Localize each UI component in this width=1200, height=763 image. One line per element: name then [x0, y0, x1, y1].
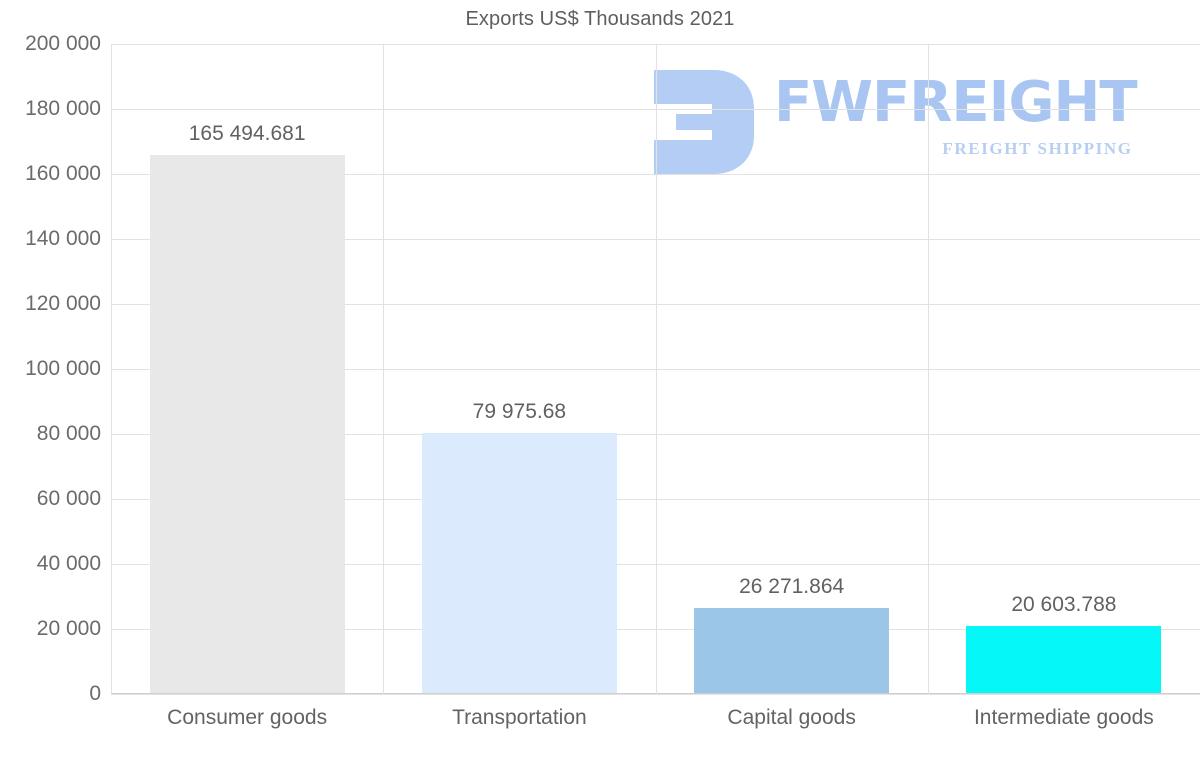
y-axis-tick-label: 80 000	[36, 422, 101, 445]
gridline-horizontal	[111, 369, 1200, 370]
gridline-horizontal	[111, 694, 1200, 695]
y-axis-tick-label: 140 000	[25, 227, 101, 250]
x-axis-tick-label: Transportation	[452, 706, 587, 729]
bar[interactable]	[149, 155, 345, 693]
gridlines	[111, 44, 1200, 695]
y-axis-tick-label: 180 000	[25, 97, 101, 120]
y-axis-tick-label: 0	[89, 682, 101, 705]
bar[interactable]	[421, 433, 617, 693]
y-axis-tick-label: 20 000	[36, 617, 101, 640]
gridline-vertical	[111, 44, 112, 695]
bar-value-label: 26 271.864	[739, 574, 845, 598]
y-axis-tick-label: 160 000	[25, 162, 101, 185]
x-axis-tick-label: Intermediate goods	[973, 706, 1154, 729]
bar-value-label: 165 494.681	[188, 122, 306, 146]
gridline-horizontal	[111, 564, 1200, 565]
gridline-horizontal	[111, 174, 1200, 175]
x-axis-tick-label: Capital goods	[727, 706, 856, 729]
gridline-horizontal	[111, 44, 1200, 45]
x-axis-tick-label: Consumer goods	[167, 706, 328, 729]
y-axis-tick-label: 120 000	[25, 292, 101, 315]
bar-series: 165 494.681 79 975.68 26 271.864 20 603.788	[111, 44, 1200, 694]
gridline-horizontal	[111, 239, 1200, 240]
y-axis-tick-label: 60 000	[36, 487, 101, 510]
plot-area: 165 494.681 79 975.68 26 271.864 20 603.788	[111, 44, 1200, 695]
bar-item[interactable]: 26 271.864	[694, 43, 890, 693]
x-axis-line	[111, 693, 1200, 694]
gridline-horizontal	[111, 629, 1200, 630]
bar[interactable]	[694, 607, 890, 693]
gridline-vertical	[383, 44, 384, 695]
gridline-horizontal	[111, 434, 1200, 435]
bar-value-label: 79 975.68	[472, 400, 567, 424]
y-axis-tick-label: 40 000	[36, 552, 101, 575]
gridline-horizontal	[111, 499, 1200, 500]
gridline-vertical	[928, 44, 929, 695]
gridline-horizontal	[111, 304, 1200, 305]
gridline-vertical	[656, 44, 657, 695]
bar-item[interactable]: 165 494.681	[149, 43, 345, 693]
bar[interactable]	[966, 626, 1162, 693]
bar-item[interactable]: 79 975.68	[421, 43, 617, 693]
chart-title: Exports US$ Thousands 2021	[465, 8, 735, 30]
bar-value-label: 20 603.788	[1011, 593, 1117, 617]
bar-item[interactable]: 20 603.788	[966, 43, 1162, 693]
y-axis-tick-label: 200 000	[25, 32, 101, 55]
y-axis-tick-label: 100 000	[25, 357, 101, 380]
